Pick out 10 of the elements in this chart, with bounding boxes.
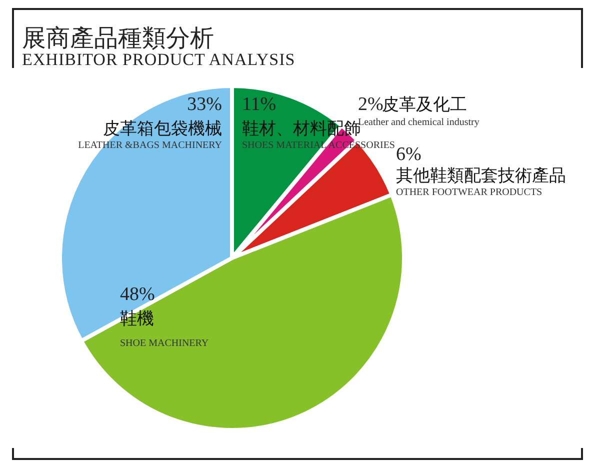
slice-label: 其他鞋類配套技術產品: [396, 166, 566, 185]
slice-label: 皮革及化工: [382, 95, 467, 114]
data-label: 2%: [358, 94, 384, 115]
data-label: 6%: [396, 144, 422, 165]
text: SHOE MACHINERY: [120, 338, 209, 349]
text: OTHER FOOTWEAR PRODUCTS: [396, 187, 542, 198]
data-label: 11%: [242, 94, 276, 115]
data-label: 33%: [187, 94, 222, 115]
slice-label: 皮革箱包袋機械: [103, 119, 222, 138]
data-label: 48%: [120, 284, 155, 305]
